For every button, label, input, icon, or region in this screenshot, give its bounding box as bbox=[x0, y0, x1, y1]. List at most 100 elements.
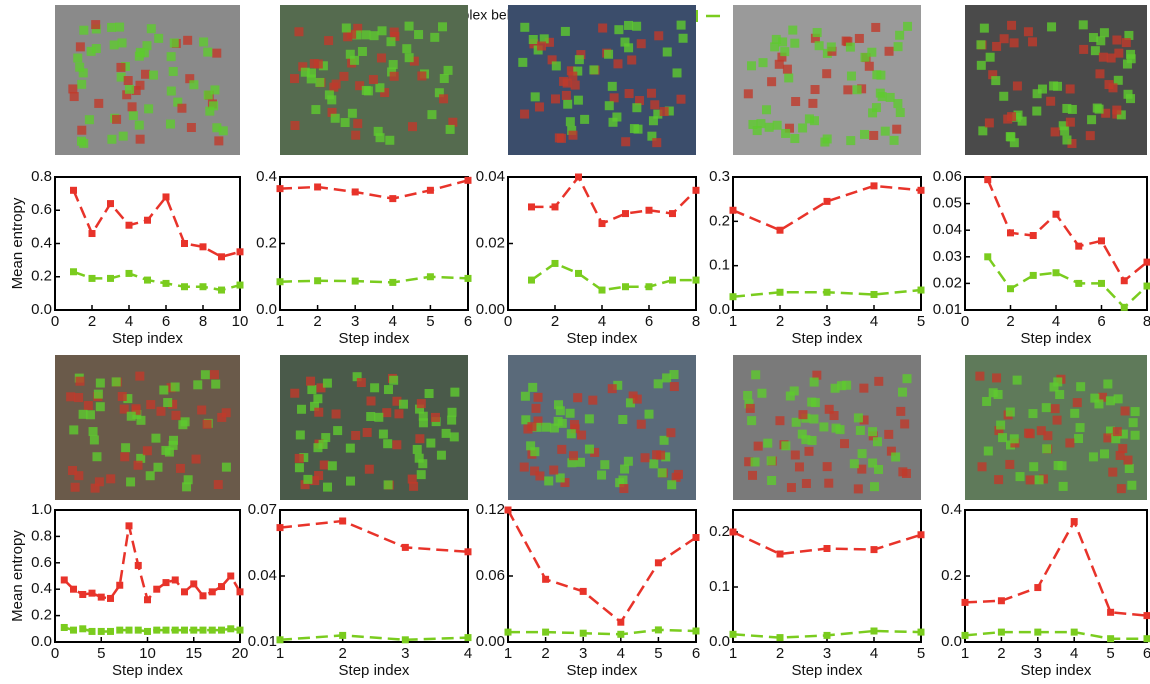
point bbox=[1144, 612, 1150, 619]
overlay-cell bbox=[902, 469, 911, 478]
overlay-cell bbox=[171, 411, 180, 420]
overlay-cell bbox=[624, 21, 633, 30]
overlay-cell bbox=[986, 53, 995, 62]
overlay-cell bbox=[658, 468, 667, 477]
overlay-cell bbox=[203, 420, 212, 429]
overlay-cell bbox=[585, 445, 594, 454]
y-tick-label: 1.0 bbox=[31, 501, 52, 518]
overlay-cell bbox=[374, 127, 383, 136]
overlay-cell bbox=[75, 377, 84, 386]
overlay-cell bbox=[744, 89, 753, 98]
point bbox=[962, 632, 969, 639]
overlay-cell bbox=[1108, 468, 1117, 477]
point bbox=[277, 524, 284, 531]
overlay-cell bbox=[520, 463, 529, 472]
overlay-cell bbox=[667, 480, 676, 489]
x-tick-label: 0 bbox=[504, 313, 512, 330]
overlay-cell bbox=[531, 92, 540, 101]
overlay-cell bbox=[787, 483, 796, 492]
overlay-cell bbox=[598, 24, 607, 33]
y-tick-label: 0.0 bbox=[941, 633, 962, 650]
overlay-cell bbox=[535, 102, 544, 111]
overlay-cell bbox=[896, 108, 905, 117]
overlay-cell bbox=[357, 378, 366, 387]
overlay-cell bbox=[775, 60, 784, 69]
point bbox=[339, 632, 346, 639]
overlay-cell bbox=[637, 420, 646, 429]
overlay-cell bbox=[975, 372, 984, 381]
point bbox=[542, 629, 549, 636]
overlay-cell bbox=[392, 440, 401, 449]
overlay-cell bbox=[790, 39, 799, 48]
overlay-cell bbox=[985, 118, 994, 127]
point bbox=[163, 193, 170, 200]
point bbox=[984, 253, 991, 260]
point bbox=[777, 551, 784, 558]
point bbox=[89, 275, 96, 282]
overlay-cell bbox=[621, 137, 630, 146]
overlay-cell bbox=[570, 420, 579, 429]
overlay-cell bbox=[791, 451, 800, 460]
point bbox=[237, 282, 244, 289]
overlay-cell bbox=[315, 78, 324, 87]
overlay-cell bbox=[189, 80, 198, 89]
overlay-cell bbox=[187, 123, 196, 132]
overlay-cell bbox=[746, 404, 755, 413]
overlay-cell bbox=[871, 23, 880, 32]
scene-image bbox=[965, 5, 1147, 155]
overlay-cell bbox=[383, 439, 392, 448]
y-tick-label: 0.4 bbox=[941, 501, 962, 518]
point bbox=[314, 183, 321, 190]
overlay-cell bbox=[405, 22, 414, 31]
point bbox=[1144, 635, 1150, 642]
x-tick-label: 2 bbox=[776, 313, 784, 330]
overlay-cell bbox=[795, 462, 804, 471]
point bbox=[200, 243, 207, 250]
x-tick-label: 5 bbox=[654, 645, 662, 662]
overlay-cell bbox=[1053, 82, 1062, 91]
overlay-cell bbox=[773, 121, 782, 130]
overlay-cell bbox=[1099, 53, 1108, 62]
overlay-cell bbox=[1051, 404, 1060, 413]
overlay-cell bbox=[830, 411, 839, 420]
overlay-cell bbox=[549, 466, 558, 475]
overlay-cell bbox=[166, 120, 175, 129]
point bbox=[599, 287, 606, 294]
overlay-cell bbox=[136, 416, 145, 425]
overlay-cell bbox=[107, 23, 116, 32]
plot-frame bbox=[55, 177, 240, 310]
x-tick-label: 8 bbox=[1143, 313, 1150, 330]
overlay-cell bbox=[569, 451, 578, 460]
overlay-cell bbox=[120, 452, 129, 461]
overlay-cell bbox=[666, 428, 675, 437]
overlay-cell bbox=[92, 452, 101, 461]
overlay-cell bbox=[1060, 127, 1069, 136]
x-axis-label: Step index bbox=[792, 662, 863, 679]
overlay-cell bbox=[405, 53, 414, 62]
point bbox=[237, 627, 244, 634]
point bbox=[617, 619, 624, 626]
overlay-cell bbox=[775, 416, 784, 425]
x-tick-label: 3 bbox=[579, 645, 587, 662]
y-tick-label: 0.12 bbox=[476, 501, 505, 518]
overlay-cell bbox=[627, 56, 636, 65]
x-tick-label: 4 bbox=[1070, 645, 1078, 662]
overlay-cell bbox=[550, 424, 559, 433]
overlay-cell bbox=[788, 26, 797, 35]
overlay-cell bbox=[1013, 81, 1022, 90]
x-tick-label: 2 bbox=[776, 645, 784, 662]
point bbox=[389, 279, 396, 286]
overlay-cell bbox=[1113, 427, 1122, 436]
overlay-cell bbox=[409, 482, 418, 491]
overlay-cell bbox=[323, 379, 332, 388]
overlay-cell bbox=[762, 105, 771, 114]
overlay-cell bbox=[211, 380, 220, 389]
overlay-cell bbox=[163, 398, 172, 407]
overlay-cell bbox=[885, 47, 894, 56]
overlay-cell bbox=[992, 42, 1001, 51]
overlay-cell bbox=[402, 44, 411, 53]
point bbox=[277, 278, 284, 285]
point bbox=[144, 596, 151, 603]
overlay-cell bbox=[573, 393, 582, 402]
overlay-cell bbox=[1024, 429, 1033, 438]
